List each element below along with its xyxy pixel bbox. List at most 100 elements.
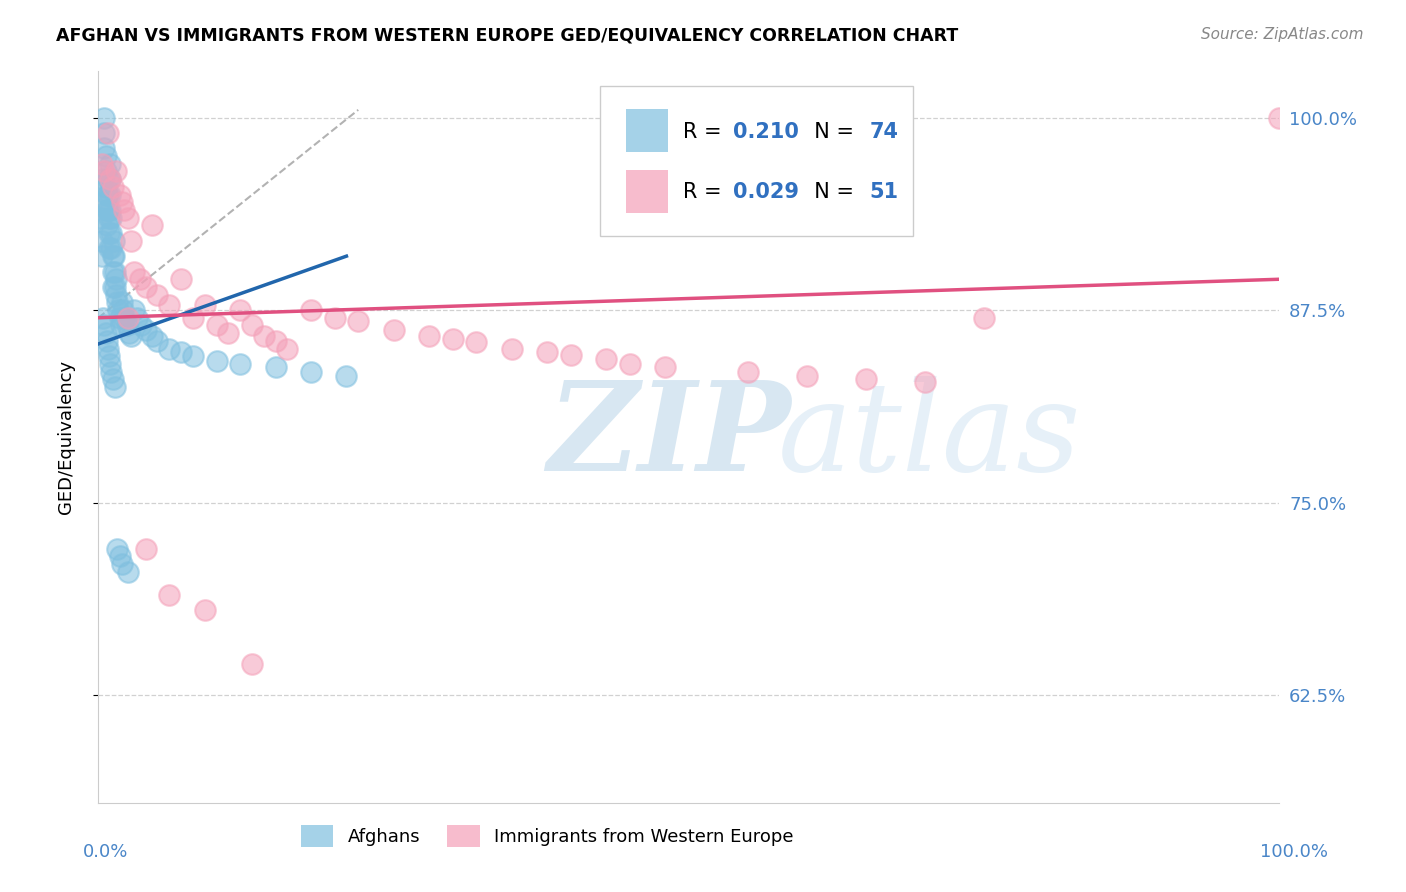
Point xyxy=(100,242,122,256)
Point xyxy=(229,303,252,318)
Point xyxy=(240,318,263,333)
Point xyxy=(100,226,122,240)
Point xyxy=(107,303,129,318)
Text: R =: R = xyxy=(683,182,728,202)
Point xyxy=(98,157,121,171)
Point xyxy=(98,172,121,186)
Point xyxy=(97,172,120,186)
Text: atlas: atlas xyxy=(778,376,1081,498)
Point xyxy=(93,164,115,178)
Point xyxy=(100,211,122,225)
Point xyxy=(101,264,124,278)
Point xyxy=(157,298,180,312)
Point xyxy=(128,272,150,286)
Point xyxy=(1268,111,1291,125)
Point xyxy=(121,329,143,343)
Point xyxy=(112,310,135,325)
Point xyxy=(98,357,121,371)
Text: 51: 51 xyxy=(870,182,898,202)
Point xyxy=(465,335,488,350)
Point xyxy=(105,295,128,310)
Point xyxy=(101,249,124,263)
Point xyxy=(94,179,117,194)
Point xyxy=(108,187,131,202)
Point xyxy=(103,249,125,263)
Point xyxy=(104,380,127,394)
Point xyxy=(98,211,121,225)
Point xyxy=(441,332,464,346)
Point xyxy=(103,234,125,248)
Point xyxy=(104,280,127,294)
Point xyxy=(111,195,134,210)
Point xyxy=(112,202,135,217)
Point xyxy=(93,318,115,333)
Point xyxy=(170,272,193,286)
Text: 100.0%: 100.0% xyxy=(1260,843,1327,861)
Point xyxy=(101,280,124,294)
Point xyxy=(96,334,118,348)
Point xyxy=(111,557,134,571)
Point xyxy=(115,318,138,333)
Point xyxy=(194,603,217,617)
Point xyxy=(382,323,405,337)
Text: N =: N = xyxy=(801,122,860,142)
Point xyxy=(335,369,357,384)
Point xyxy=(100,365,122,379)
Point xyxy=(97,187,120,202)
Point xyxy=(101,372,124,386)
Point xyxy=(105,272,128,286)
Point xyxy=(146,287,169,301)
Legend: Afghans, Immigrants from Western Europe: Afghans, Immigrants from Western Europe xyxy=(291,816,803,856)
Point xyxy=(595,352,617,367)
Point xyxy=(796,369,818,384)
Point xyxy=(93,141,115,155)
Point xyxy=(181,310,204,325)
Point xyxy=(170,344,193,359)
Point xyxy=(98,226,121,240)
Text: AFGHAN VS IMMIGRANTS FROM WESTERN EUROPE GED/EQUIVALENCY CORRELATION CHART: AFGHAN VS IMMIGRANTS FROM WESTERN EUROPE… xyxy=(56,27,959,45)
Point xyxy=(112,303,135,318)
Point xyxy=(97,342,120,356)
Point xyxy=(157,342,180,356)
Point xyxy=(91,195,114,210)
Point xyxy=(94,326,117,340)
Point xyxy=(347,314,370,328)
Point xyxy=(194,298,217,312)
Text: 0.0%: 0.0% xyxy=(83,843,128,861)
Point xyxy=(96,202,118,217)
Point xyxy=(122,264,145,278)
Point xyxy=(101,179,124,194)
Point xyxy=(501,342,523,356)
Point xyxy=(560,348,582,362)
Point xyxy=(240,657,263,672)
Point xyxy=(91,157,114,171)
Point xyxy=(110,318,132,333)
Point xyxy=(96,219,118,233)
Point xyxy=(299,303,322,318)
Point xyxy=(122,303,145,318)
Point xyxy=(105,164,128,178)
Point xyxy=(135,280,157,294)
Point xyxy=(157,588,180,602)
Point xyxy=(117,565,139,579)
FancyBboxPatch shape xyxy=(600,86,914,235)
Point xyxy=(127,310,149,325)
Point xyxy=(205,354,228,368)
Point xyxy=(418,329,440,343)
Point xyxy=(91,172,114,186)
Point xyxy=(98,202,121,217)
Point xyxy=(108,310,131,325)
Text: 74: 74 xyxy=(870,122,898,142)
Text: N =: N = xyxy=(801,182,860,202)
Point xyxy=(264,334,287,348)
Text: 0.210: 0.210 xyxy=(733,122,799,142)
Point xyxy=(973,310,995,325)
Point xyxy=(93,111,115,125)
Text: 0.029: 0.029 xyxy=(733,182,799,202)
Point xyxy=(93,126,115,140)
Point xyxy=(108,549,131,564)
Point xyxy=(299,365,322,379)
Point xyxy=(855,372,877,386)
Point xyxy=(619,357,641,371)
Point xyxy=(129,318,152,333)
